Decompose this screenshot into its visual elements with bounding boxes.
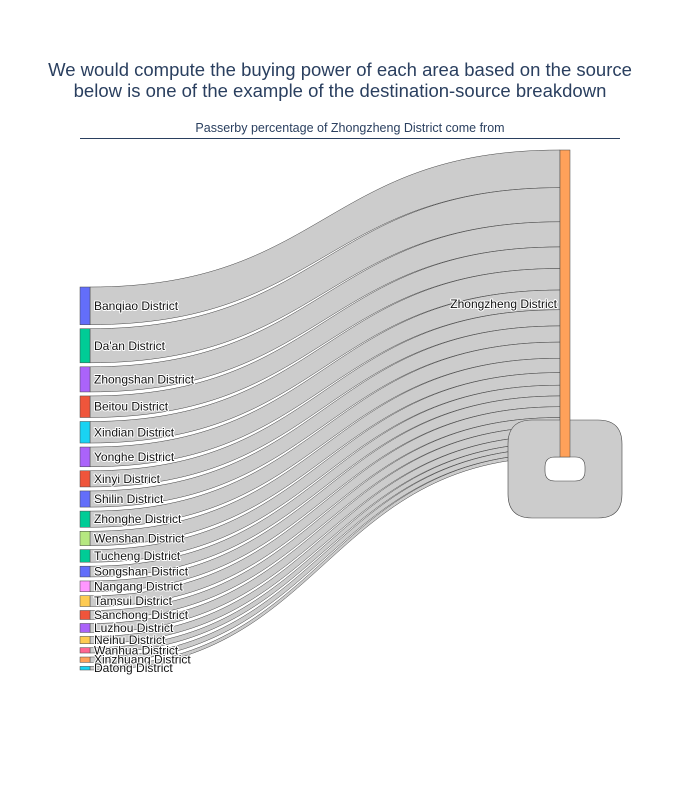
page-title-line-2: below is one of the example of the desti… (73, 80, 607, 101)
node-label-zhonghe-district: Zhonghe District (94, 512, 182, 526)
node-xinyi-district[interactable] (79, 470, 91, 488)
node-wanhua-district[interactable] (79, 647, 91, 654)
node-shilin-district[interactable] (79, 490, 91, 508)
node-xinzhuang-district[interactable] (79, 656, 91, 663)
node-zhonghe-district[interactable] (79, 510, 91, 528)
node-label-sanchong-district: Sanchong District (94, 608, 189, 622)
node-label-datong-district: Datong District (94, 661, 173, 675)
node-label-banqiao-district: Banqiao District (94, 299, 179, 313)
node-label-zhongzheng-district: Zhongzheng District (450, 297, 557, 311)
sankey-labels: Banqiao District Da'an District Zhongshan … (93, 296, 559, 676)
title-divider (80, 138, 620, 139)
node-zhongzheng-district[interactable] (559, 149, 571, 458)
node-da-an-district[interactable] (79, 328, 91, 364)
page-title-line-1: We would compute the buying power of eac… (48, 59, 632, 80)
node-xindian-district[interactable] (79, 421, 91, 444)
node-label-yonghe-district: Yonghe District (94, 450, 175, 464)
node-label-xindian-district: Xindian District (94, 425, 175, 439)
node-tamsui-district[interactable] (79, 595, 91, 607)
node-label-luzhou-district: Luzhou District (94, 621, 174, 635)
node-label-da-an-district: Da'an District (94, 339, 166, 353)
node-label-zhongshan-district: Zhongshan District (94, 372, 195, 386)
node-wenshan-district[interactable] (79, 531, 91, 546)
node-label-songshan-district: Songshan District (94, 565, 189, 579)
node-label-nangang-district: Nangang District (94, 579, 183, 593)
node-label-wanhua-district: Wanhua District (94, 643, 179, 657)
node-sanchong-district[interactable] (79, 610, 91, 620)
node-neihu-district[interactable] (79, 636, 91, 644)
node-zhongshan-district[interactable] (79, 366, 91, 393)
node-yonghe-district[interactable] (79, 446, 91, 468)
node-label-neihu-district: Neihu District (94, 633, 166, 647)
node-label-beitou-district: Beitou District (94, 400, 169, 414)
node-label-tamsui-district: Tamsui District (94, 594, 173, 608)
node-songshan-district[interactable] (79, 565, 91, 578)
node-luzhou-district[interactable] (79, 623, 91, 633)
link-self-loop-zhongzheng-district[interactable] (507, 419, 623, 519)
node-datong-district[interactable] (79, 666, 91, 671)
node-label-xinzhuang-district: Xinzhuang District (94, 653, 191, 667)
node-beitou-district[interactable] (79, 395, 91, 418)
node-label-tucheng-district: Tucheng District (94, 549, 181, 563)
sankey-nodes (79, 149, 571, 671)
sankey-links (89, 149, 623, 671)
node-label-wenshan-district: Wenshan District (94, 531, 185, 545)
node-banqiao-district[interactable] (79, 286, 91, 325)
node-label-shilin-district: Shilin District (94, 492, 164, 506)
chart-title: Passerby percentage of Zhongzheng Distri… (195, 121, 505, 135)
node-label-xinyi-district: Xinyi District (94, 472, 161, 486)
node-nangang-district[interactable] (79, 580, 91, 592)
node-tucheng-district[interactable] (79, 549, 91, 563)
